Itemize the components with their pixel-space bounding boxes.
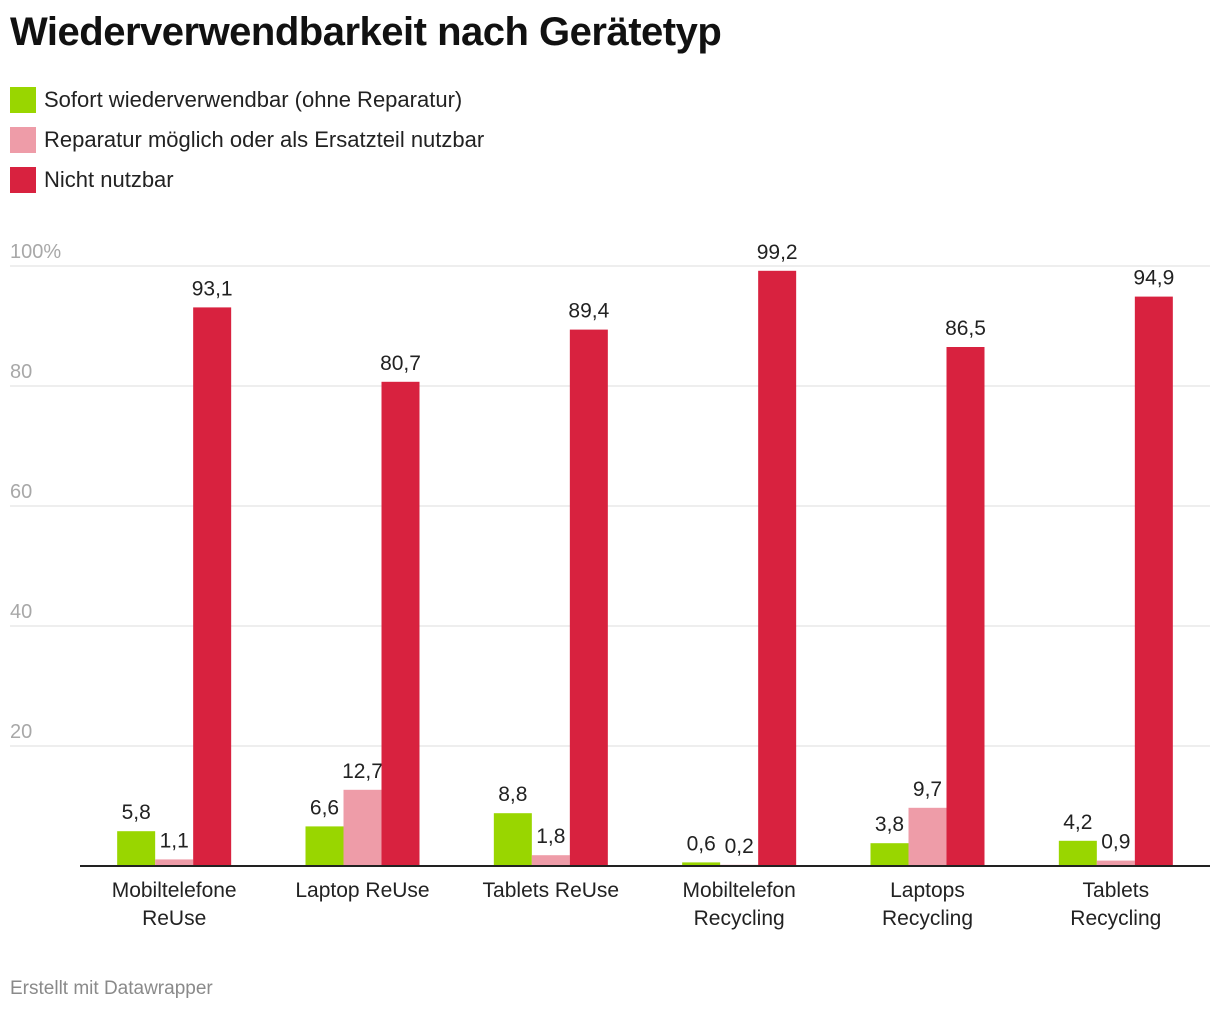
y-tick-label: 80 <box>10 361 32 383</box>
bar <box>569 329 608 867</box>
data-label: 0,6 <box>687 832 716 855</box>
data-label: 6,6 <box>310 796 339 819</box>
data-label: 86,5 <box>945 317 986 340</box>
bar <box>682 862 721 866</box>
data-label: 0,2 <box>725 835 754 858</box>
data-label: 93,1 <box>192 277 233 300</box>
data-label: 9,7 <box>913 778 942 801</box>
bar <box>117 831 156 866</box>
bar <box>343 789 382 866</box>
chart-title: Wiederverwendbarkeit nach Gerätetyp <box>10 10 722 54</box>
y-tick-label: 100% <box>10 241 61 263</box>
bar <box>493 813 532 866</box>
legend-swatch-sofort <box>10 87 36 113</box>
data-label: 4,2 <box>1063 811 1092 834</box>
bar <box>758 270 797 866</box>
legend-item-sofort: Sofort wiederverwendbar (ohne Reparatur) <box>10 80 484 120</box>
bar <box>908 807 947 866</box>
data-label: 80,7 <box>380 352 421 375</box>
data-label: 89,4 <box>568 300 609 323</box>
y-tick-label: 60 <box>10 481 32 503</box>
bar <box>870 843 909 866</box>
x-tick-label: Recycling <box>694 907 785 930</box>
x-tick-label: Mobiltelefone <box>112 879 237 902</box>
data-label: 99,2 <box>757 241 798 264</box>
bar <box>1134 296 1173 867</box>
x-tick-label: Mobiltelefon <box>683 879 796 902</box>
bar <box>531 855 570 866</box>
legend: Sofort wiederverwendbar (ohne Reparatur)… <box>10 80 484 200</box>
legend-item-nicht-nutzbar: Nicht nutzbar <box>10 160 484 200</box>
x-tick-label: Laptop ReUse <box>295 879 429 902</box>
x-tick-label: Laptops <box>890 879 965 902</box>
x-tick-label: Recycling <box>882 907 973 930</box>
data-label: 0,9 <box>1101 831 1130 854</box>
bar <box>1096 860 1135 866</box>
y-tick-label: 20 <box>10 721 32 743</box>
data-label: 5,8 <box>122 801 151 824</box>
legend-label-reparatur: Reparatur möglich oder als Ersatzteil nu… <box>44 127 485 152</box>
y-tick-label: 40 <box>10 601 32 623</box>
x-tick-label: Tablets ReUse <box>483 879 620 902</box>
data-label: 1,8 <box>536 825 565 848</box>
data-label: 1,1 <box>160 829 189 852</box>
bar <box>946 347 985 866</box>
legend-label-sofort: Sofort wiederverwendbar (ohne Reparatur) <box>44 87 463 112</box>
bar <box>155 859 194 866</box>
footer-credit: Erstellt mit Datawrapper <box>10 978 213 999</box>
legend-swatch-nicht-nutzbar <box>10 167 36 193</box>
data-label: 94,9 <box>1133 267 1174 290</box>
x-tick-label: ReUse <box>142 907 206 930</box>
legend-swatch-reparatur <box>10 127 36 153</box>
data-label: 12,7 <box>342 760 383 783</box>
legend-item-reparatur: Reparatur möglich oder als Ersatzteil nu… <box>10 120 484 160</box>
x-tick-label: Tablets <box>1083 879 1150 902</box>
bar <box>305 826 344 866</box>
x-tick-label: Recycling <box>1070 907 1161 930</box>
bar <box>1058 840 1097 866</box>
data-label: 3,8 <box>875 813 904 836</box>
legend-label-nicht-nutzbar: Nicht nutzbar <box>44 167 174 192</box>
bar <box>193 307 232 866</box>
data-label: 8,8 <box>498 783 527 806</box>
bar <box>381 381 420 866</box>
